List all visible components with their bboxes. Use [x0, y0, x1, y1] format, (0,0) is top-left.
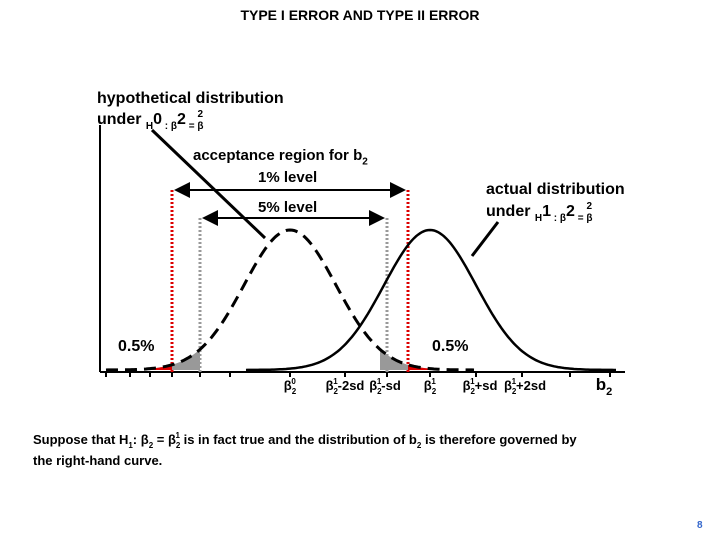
text-part: 1 [512, 377, 517, 386]
rich-label: β21+2sd [504, 377, 546, 396]
text-part: 2 [362, 157, 368, 168]
text-part: 2 [566, 203, 575, 220]
text-part: β [504, 378, 512, 393]
diagram [99, 125, 625, 373]
text-part: 1 [377, 377, 382, 386]
text-part: 2 [177, 111, 186, 128]
text-part: 2 [176, 441, 181, 450]
text-part: : β [551, 213, 566, 224]
rich-label: Suppose that H1: β2 = β21 is in fact tru… [33, 431, 577, 450]
text-part: 2 [417, 441, 422, 450]
text-part: 2 [606, 386, 612, 398]
text-part: 1 [431, 377, 436, 386]
text-part: b [596, 375, 606, 394]
text-part: Suppose that H [33, 432, 128, 447]
rich-label: b2 [596, 375, 613, 398]
text-part: 0 [291, 377, 296, 386]
caption: the right-hand curve. [33, 453, 162, 468]
text-part: : β [133, 432, 149, 447]
text-part: 1 [470, 377, 475, 386]
text-part: 1 [128, 441, 133, 450]
page-number: 8 [697, 520, 703, 531]
text-part: H [146, 121, 153, 132]
text-part: b [353, 147, 362, 164]
text-part: under [486, 203, 535, 220]
title: TYPE I ERROR AND TYPE II ERROR [240, 7, 479, 23]
rich-label: under H0 : β2 = β2 [97, 109, 203, 132]
label-actual: actual distribution [486, 181, 625, 198]
text-part: 2 [149, 441, 154, 450]
text-part: = β [186, 121, 204, 132]
text-part: : β [162, 121, 177, 132]
rich-label: β21 [424, 377, 437, 396]
text-part: 2 [432, 387, 437, 396]
text-part: under [97, 111, 146, 128]
text-part: +sd [475, 378, 498, 393]
label-hypothetical: hypothetical distribution [97, 90, 284, 107]
text-part: 2 [512, 387, 517, 396]
text-part: = β [575, 213, 593, 224]
rich-label: acceptance region for b2 [193, 147, 368, 168]
pointer [150, 128, 267, 240]
text-part: 1 [542, 203, 551, 220]
rich-label: β20 [284, 377, 297, 396]
text-part: -2sd [338, 378, 365, 393]
text-part: 2 [471, 387, 476, 396]
tail-label: 0.5% [118, 338, 154, 355]
actual-curve [245, 228, 616, 372]
text-part: β [369, 378, 377, 393]
label-1pct: 1% level [258, 169, 317, 186]
text-part: 2 [586, 201, 592, 212]
tail-label: 0.5% [432, 338, 468, 355]
text-part: β [284, 378, 292, 393]
text-part: β [463, 378, 471, 393]
pointer [470, 221, 500, 257]
rich-label: under H1 : β2 = β2 [486, 201, 592, 224]
text-part: H [535, 213, 542, 224]
tail-area [380, 349, 430, 370]
text-part: +2sd [516, 378, 546, 393]
text-part: 0 [153, 111, 162, 128]
rich-label: β21-sd [369, 377, 401, 396]
rich-label: β21+sd [463, 377, 498, 396]
text-part: 2 [334, 387, 339, 396]
text-part: 1 [176, 431, 181, 440]
text-part: β [326, 378, 334, 393]
text-part: 2 [292, 387, 297, 396]
tail-area [150, 349, 200, 370]
text-part: 2 [377, 387, 382, 396]
label-5pct: 5% level [258, 199, 317, 216]
rich-label: β21-2sd [326, 377, 365, 396]
text-part: is therefore governed by [421, 432, 577, 447]
text-part: -sd [381, 378, 401, 393]
null-curve [105, 228, 475, 372]
text-part: acceptance region for [193, 147, 353, 164]
text-part: = β [153, 432, 176, 447]
text-part: is in fact true and the distribution of … [180, 432, 417, 447]
text-part: 1 [333, 377, 338, 386]
text-part: 2 [197, 109, 203, 120]
text-part: β [424, 378, 432, 393]
